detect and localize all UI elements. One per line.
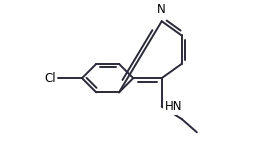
Text: Cl: Cl bbox=[44, 72, 56, 85]
Text: HN: HN bbox=[164, 100, 182, 113]
Text: N: N bbox=[157, 3, 166, 16]
